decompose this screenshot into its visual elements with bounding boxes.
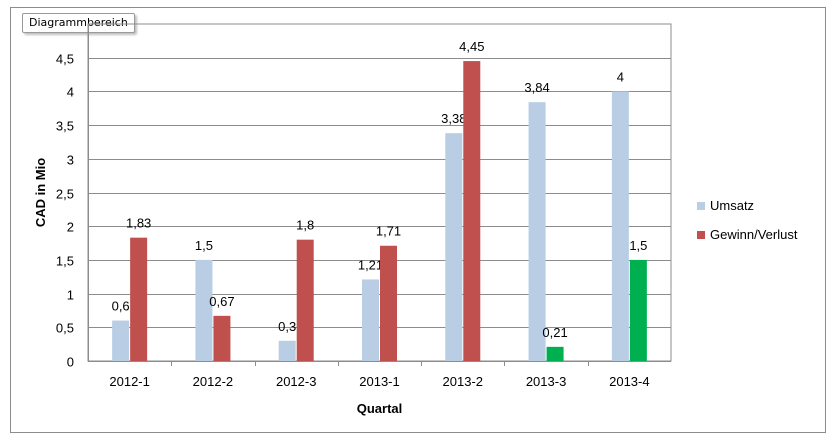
y-tick-label: 4 — [67, 85, 74, 100]
bar-umsatz — [528, 102, 546, 362]
data-label: 1,71 — [376, 224, 401, 239]
data-label: 0,3 — [278, 319, 296, 334]
y-tick-label: 2 — [67, 220, 74, 235]
y-tick-label: 0 — [67, 355, 74, 370]
bar-umsatz — [445, 133, 463, 361]
data-label: 1,5 — [629, 238, 647, 253]
legend-swatch — [697, 202, 705, 210]
legend-label: Umsatz — [710, 198, 754, 213]
bar-umsatz — [362, 279, 379, 361]
bar-gewinn-verlust — [380, 245, 397, 361]
data-label: 0,6 — [112, 299, 130, 314]
x-tick-label: 2012-2 — [193, 374, 233, 389]
y-tick-label: 2,5 — [56, 187, 74, 202]
y-tick-label: 0,5 — [56, 321, 74, 336]
y-tick-label: 3,5 — [56, 119, 74, 134]
data-label: 3,84 — [524, 80, 549, 95]
plot-area-frame — [87, 23, 672, 362]
y-tick-label: 4,5 — [56, 52, 74, 67]
y-tick-label: 3 — [67, 153, 74, 168]
bar-umsatz — [611, 91, 629, 362]
y-axis-title: CAD in Mio — [33, 158, 48, 227]
bar-gewinn-verlust — [296, 239, 314, 361]
bar-gewinn-verlust — [213, 315, 231, 361]
bar-umsatz — [278, 340, 296, 361]
data-label: 4,45 — [459, 39, 484, 54]
bar-gewinn-verlust — [463, 61, 481, 361]
data-label: 4 — [617, 69, 624, 84]
bar-gewinn-verlust — [130, 237, 148, 361]
legend-swatch — [697, 231, 705, 239]
x-tick-label: 2012-3 — [276, 374, 316, 389]
bar-gewinn-verlust — [546, 346, 564, 361]
data-label: 1,8 — [296, 218, 314, 233]
y-tick-label: 1,5 — [56, 254, 74, 269]
x-axis-title: Quartal — [357, 401, 403, 416]
y-tick-label: 1 — [67, 288, 74, 303]
bar-umsatz — [112, 320, 130, 361]
data-label: 1,21 — [358, 257, 383, 272]
bar-gewinn-verlust — [629, 259, 647, 361]
x-tick-label: 2013-4 — [609, 374, 649, 389]
x-tick-label: 2013-3 — [526, 374, 566, 389]
chart-area-tooltip: Diagrammbereich — [22, 13, 135, 33]
x-tick-label: 2012-1 — [109, 374, 149, 389]
bar-umsatz — [195, 259, 213, 361]
data-label: 3,38 — [441, 111, 466, 126]
x-tick-label: 2013-1 — [359, 374, 399, 389]
x-tick-label: 2013-2 — [443, 374, 483, 389]
legend-label: Gewinn/Verlust — [710, 227, 798, 242]
data-label: 1,5 — [195, 238, 213, 253]
data-label: 0,67 — [209, 294, 234, 309]
data-label: 0,21 — [542, 325, 567, 340]
data-label: 1,83 — [126, 216, 151, 231]
